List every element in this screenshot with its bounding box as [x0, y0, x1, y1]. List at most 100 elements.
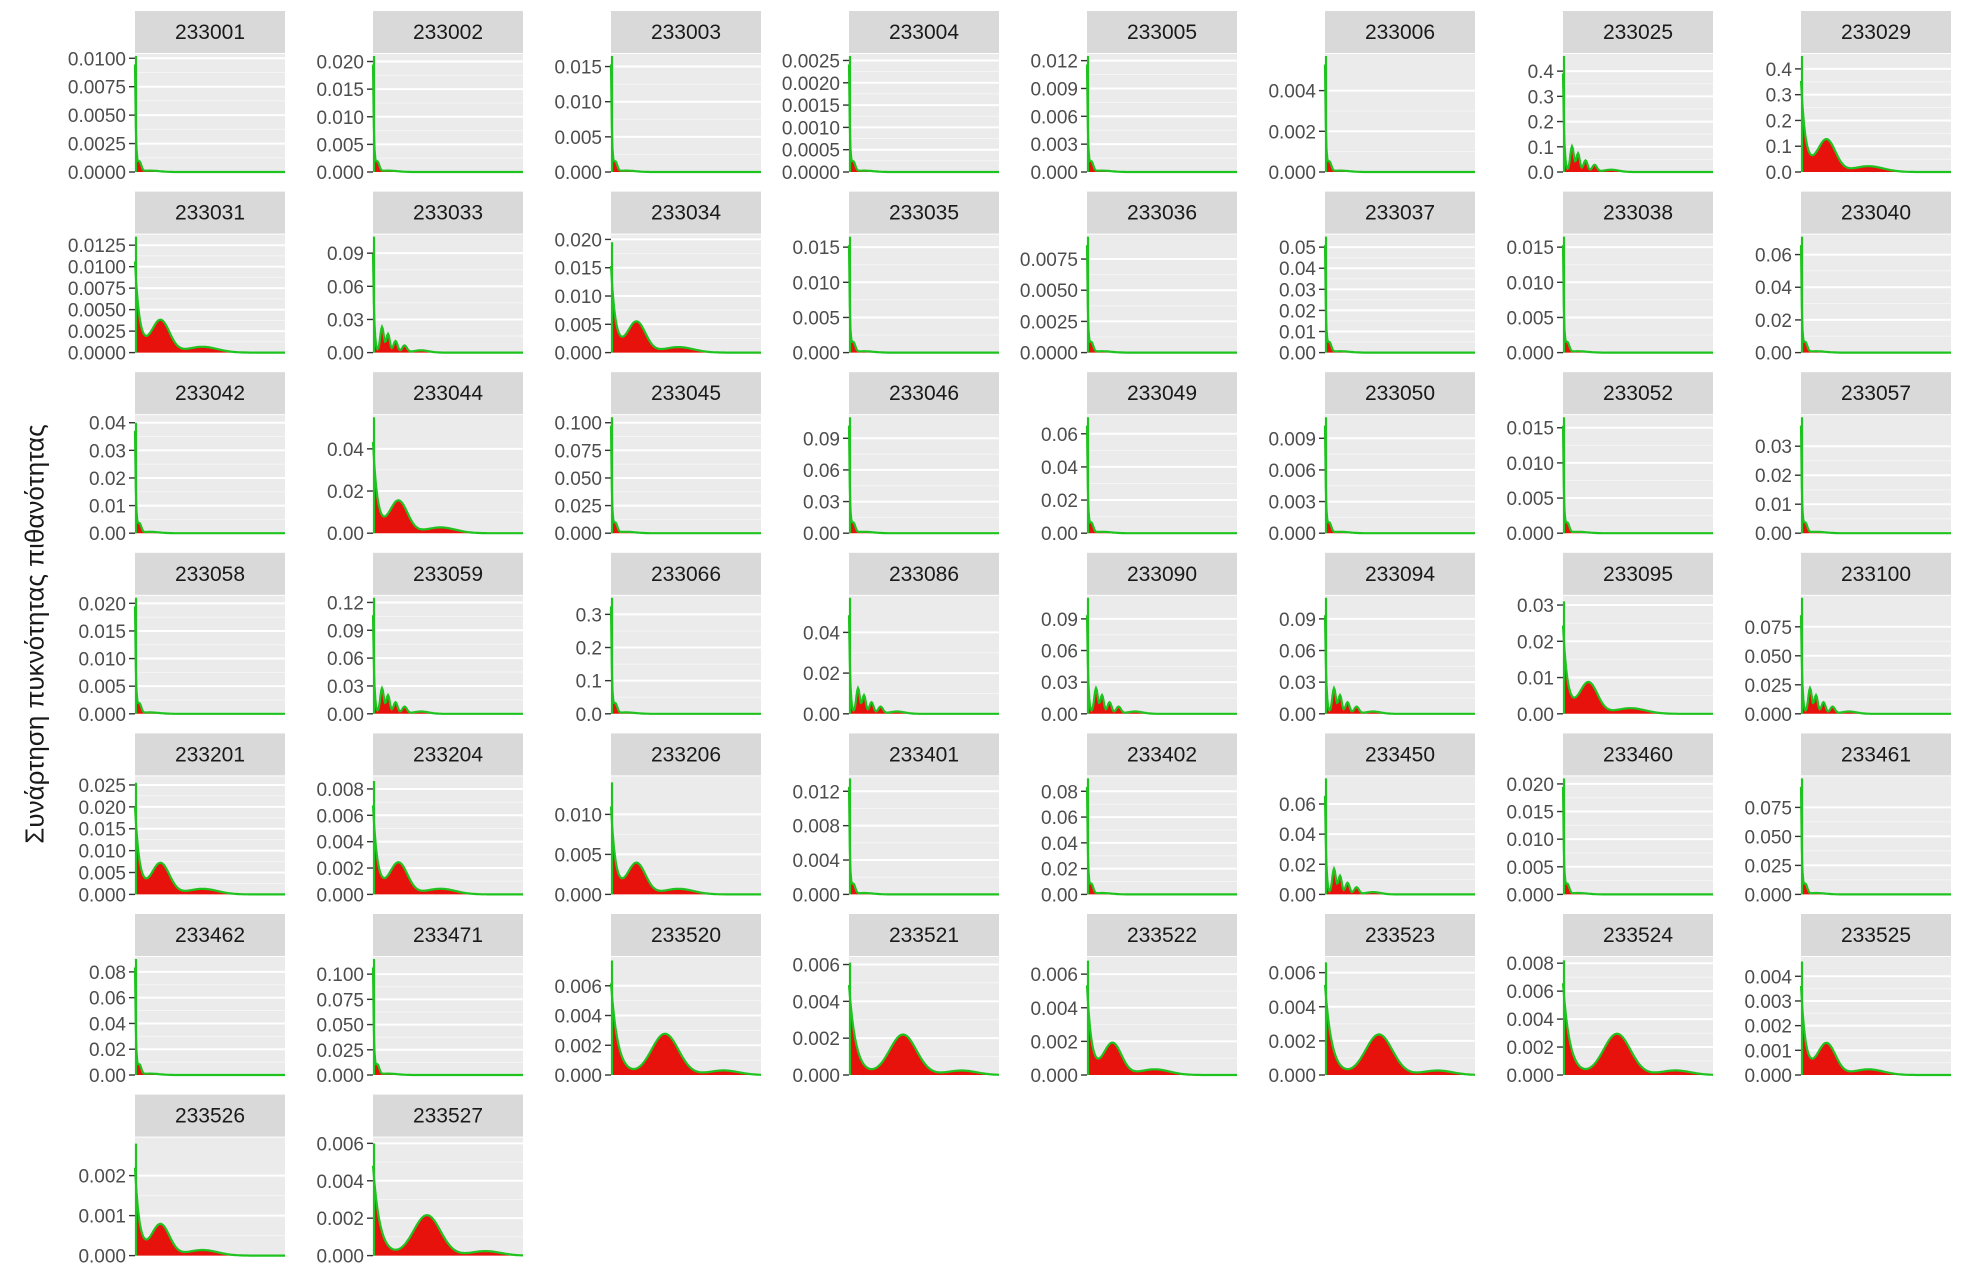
facet-strip-label: 233521 [889, 924, 959, 947]
y-tick-label: 0.02 [803, 664, 840, 685]
facet-panel-bg [1325, 54, 1475, 172]
facet-strip-label: 233050 [1365, 382, 1435, 405]
facet-panel-bg [373, 1138, 523, 1256]
y-tick-label: 0.0 [1766, 163, 1792, 184]
facet-strip-label: 233523 [1365, 924, 1435, 947]
y-tick-label: 0.002 [1268, 1032, 1316, 1053]
y-tick-label: 0.4 [1528, 62, 1555, 83]
y-tick-label: 0.0100 [68, 49, 126, 70]
y-tick-label: 0.00 [1517, 705, 1554, 726]
y-tick-label: 0.003 [1030, 135, 1078, 156]
y-tick-label: 0.00 [327, 344, 364, 365]
y-tick-label: 0.000 [554, 163, 602, 184]
y-tick-label: 0.004 [1506, 1010, 1554, 1031]
facet-panel-233058: 2330580.0000.0050.0100.0150.020 [78, 553, 285, 726]
y-tick-label: 0.010 [78, 650, 126, 671]
facet-panel-bg [1087, 776, 1237, 894]
y-tick-label: 0.0025 [782, 51, 840, 72]
y-tick-label: 0.001 [1744, 1041, 1792, 1062]
y-tick-label: 0.4 [1766, 60, 1793, 81]
y-tick-label: 0.0000 [1020, 344, 1078, 365]
y-tick-label: 0.020 [554, 230, 602, 251]
facet-strip-label: 233042 [175, 382, 245, 405]
y-tick-label: 0.015 [792, 238, 840, 259]
y-tick-label: 0.004 [316, 833, 364, 854]
facet-panel-bg [1087, 235, 1237, 353]
y-tick-label: 0.050 [554, 469, 602, 490]
y-tick-label: 0.002 [1744, 1017, 1792, 1038]
facet-panel-233206: 2332060.0000.0050.010 [554, 733, 761, 906]
y-tick-label: 0.2 [1766, 111, 1792, 132]
y-tick-label: 0.010 [554, 805, 602, 826]
y-tick-label: 0.04 [1755, 278, 1792, 299]
facet-strip-label: 233035 [889, 202, 959, 225]
y-tick-label: 0.020 [1506, 775, 1554, 796]
y-tick-label: 0.012 [792, 782, 840, 803]
facet-panel-bg [1325, 957, 1475, 1075]
facet-strip-label: 233204 [413, 743, 483, 766]
y-tick-label: 0.000 [316, 163, 364, 184]
facet-strip-label: 233045 [651, 382, 721, 405]
y-tick-label: 0.00 [327, 524, 364, 545]
y-tick-label: 0.075 [1744, 618, 1792, 639]
y-tick-label: 0.004 [792, 851, 840, 872]
y-tick-label: 0.06 [89, 989, 126, 1010]
y-tick-label: 0.1 [576, 672, 602, 693]
y-tick-label: 0.12 [327, 593, 364, 614]
facet-strip-label: 233401 [889, 743, 959, 766]
y-tick-label: 0.03 [1755, 437, 1792, 458]
facet-strip-label: 233525 [1841, 924, 1911, 947]
facet-strip-label: 233038 [1603, 202, 1673, 225]
y-tick-label: 0.0025 [1020, 312, 1078, 333]
facet-strip-label: 233066 [651, 563, 721, 586]
y-tick-label: 0.00 [89, 1066, 126, 1087]
facet-panel-233090: 2330900.000.030.060.09 [1041, 553, 1237, 726]
facet-strip-label: 233058 [175, 563, 245, 586]
facet-strip-label: 233090 [1127, 563, 1197, 586]
y-tick-label: 0.00 [1279, 885, 1316, 906]
facet-strip-label: 233450 [1365, 743, 1435, 766]
y-tick-label: 0.06 [1755, 246, 1792, 267]
facet-panel-233527: 233527 0.000 0.002 0.004 0.006 [316, 1095, 523, 1267]
y-tick-label: 0.00 [1279, 344, 1316, 365]
y-tick-label: 0.015 [1506, 238, 1554, 259]
y-tick-label: 0.003 [1744, 992, 1792, 1013]
y-tick-label: 0.02 [1041, 491, 1078, 512]
facet-strip-label: 233057 [1841, 382, 1911, 405]
y-tick-label: 0.050 [1744, 827, 1792, 848]
y-tick-label: 0.02 [327, 482, 364, 503]
facet-panel-233100: 2331000.0000.0250.0500.075 [1744, 553, 1951, 726]
facet-strip-label: 233002 [413, 21, 483, 44]
y-tick-label: 0.015 [78, 820, 126, 841]
y-tick-label: 0.0005 [782, 141, 840, 162]
y-tick-label: 0.0025 [68, 322, 126, 343]
y-tick-label: 0.009 [1030, 79, 1078, 100]
facet-panel-bg [849, 957, 999, 1075]
y-tick-label: 0.010 [792, 273, 840, 294]
y-tick-label: 0.003 [1268, 493, 1316, 514]
y-tick-label: 0.03 [1279, 280, 1316, 301]
y-tick-label: 0.006 [1506, 982, 1554, 1003]
y-tick-label: 0.08 [89, 963, 126, 984]
y-tick-label: 0.09 [327, 244, 364, 265]
y-tick-label: 0.000 [1268, 1066, 1316, 1087]
facet-strip-label: 233462 [175, 924, 245, 947]
y-tick-label: 0.008 [1506, 954, 1554, 975]
y-tick-label: 0.006 [1030, 107, 1078, 128]
facet-strip-label: 233100 [1841, 563, 1911, 586]
y-tick-label: 0.004 [316, 1172, 364, 1193]
facet-panel-bg [135, 415, 285, 533]
y-tick-label: 0.002 [1268, 122, 1316, 143]
y-tick-label: 0.00 [1041, 885, 1078, 906]
y-tick-label: 0.03 [327, 310, 364, 331]
facet-strip-label: 233461 [1841, 743, 1911, 766]
y-tick-label: 0.04 [1279, 259, 1316, 280]
y-tick-label: 0.000 [1268, 163, 1316, 184]
y-tick-label: 0.3 [1766, 86, 1792, 107]
y-tick-label: 0.002 [316, 859, 364, 880]
y-tick-label: 0.005 [1506, 308, 1554, 329]
y-tick-label: 0.000 [554, 524, 602, 545]
facet-panel-233044: 233044 0.00 0.02 0.04 [327, 372, 523, 545]
y-tick-label: 0.02 [89, 1040, 126, 1061]
y-tick-label: 0.000 [1506, 524, 1554, 545]
